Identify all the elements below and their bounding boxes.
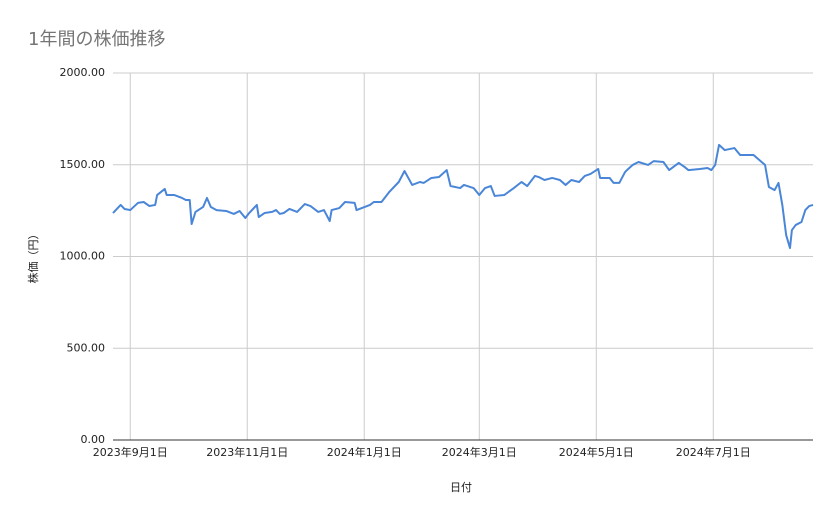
y-axis-title: 株価（円） <box>26 229 40 284</box>
chart-title: 1年間の株価推移 <box>28 29 165 50</box>
y-tick-label: 2000.00 <box>60 66 106 79</box>
y-tick-label: 500.00 <box>67 341 106 354</box>
x-tick-label: 2024年1月1日 <box>327 445 402 459</box>
y-tick-label: 1000.00 <box>60 250 106 263</box>
x-tick-label: 2024年3月1日 <box>442 445 517 459</box>
x-axis-title: 日付 <box>450 481 472 494</box>
x-tick-label: 2023年9月1日 <box>93 445 168 459</box>
x-tick-label: 2023年11月1日 <box>206 445 288 459</box>
y-tick-label: 0.00 <box>81 433 106 446</box>
x-tick-label: 2024年7月1日 <box>676 445 751 459</box>
x-tick-label: 2024年5月1日 <box>559 445 634 459</box>
y-tick-label: 1500.00 <box>60 158 106 171</box>
price-line <box>112 143 814 250</box>
